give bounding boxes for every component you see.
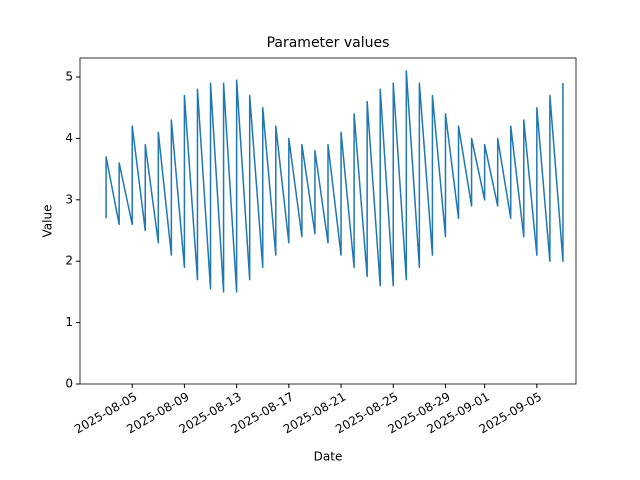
chart-title: Parameter values — [267, 35, 390, 51]
y-tick-label: 2 — [65, 254, 73, 268]
y-tick-label: 0 — [65, 377, 73, 391]
y-axis-label: Value — [41, 205, 55, 238]
y-tick-label: 3 — [65, 192, 73, 206]
y-tick-label: 5 — [65, 70, 73, 84]
x-axis-label: Date — [314, 450, 343, 464]
line — [105, 70, 564, 293]
y-tick-label: 4 — [65, 131, 73, 145]
axes-frame — [79, 57, 577, 385]
y-tick-label: 1 — [65, 315, 73, 329]
